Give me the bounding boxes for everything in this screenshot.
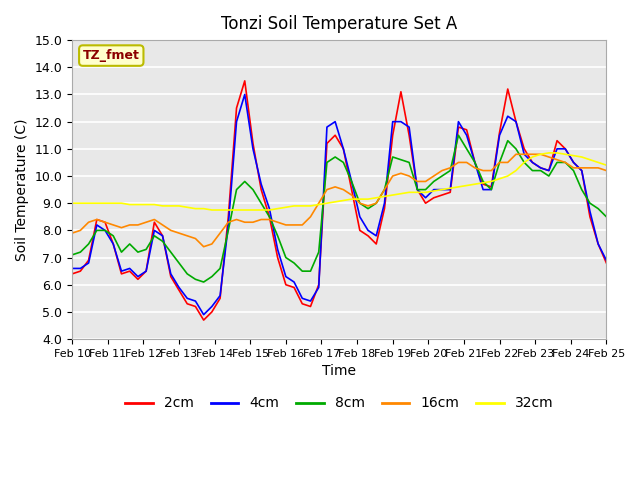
32cm	[208, 207, 216, 213]
Text: TZ_fmet: TZ_fmet	[83, 49, 140, 62]
32cm	[109, 200, 117, 206]
Line: 8cm: 8cm	[72, 135, 606, 282]
Line: 2cm: 2cm	[72, 81, 606, 320]
8cm	[241, 179, 248, 184]
4cm	[315, 285, 323, 290]
2cm	[200, 317, 207, 323]
Line: 4cm: 4cm	[72, 95, 606, 315]
8cm	[315, 249, 323, 255]
4cm	[68, 265, 76, 271]
Line: 32cm: 32cm	[72, 153, 606, 210]
4cm	[323, 124, 331, 130]
2cm	[68, 271, 76, 277]
4cm	[504, 113, 511, 119]
4cm	[208, 304, 216, 310]
8cm	[602, 214, 610, 220]
16cm	[241, 219, 248, 225]
8cm	[68, 252, 76, 258]
16cm	[208, 241, 216, 247]
8cm	[454, 132, 462, 138]
32cm	[545, 150, 553, 156]
32cm	[315, 202, 323, 207]
2cm	[208, 309, 216, 315]
32cm	[602, 162, 610, 168]
16cm	[512, 151, 520, 157]
4cm	[109, 241, 117, 247]
8cm	[307, 268, 314, 274]
16cm	[109, 222, 117, 228]
X-axis label: Time: Time	[323, 364, 356, 378]
16cm	[307, 214, 314, 220]
32cm	[68, 200, 76, 206]
2cm	[323, 141, 331, 146]
16cm	[496, 159, 504, 165]
32cm	[200, 206, 207, 212]
32cm	[241, 207, 248, 213]
Y-axis label: Soil Temperature (C): Soil Temperature (C)	[15, 119, 29, 261]
Line: 16cm: 16cm	[72, 154, 606, 247]
4cm	[241, 92, 248, 97]
16cm	[315, 200, 323, 206]
2cm	[504, 86, 511, 92]
16cm	[68, 230, 76, 236]
16cm	[200, 244, 207, 250]
4cm	[249, 146, 257, 152]
8cm	[208, 274, 216, 279]
2cm	[109, 241, 117, 247]
8cm	[109, 233, 117, 239]
4cm	[602, 257, 610, 263]
8cm	[504, 138, 511, 144]
32cm	[307, 203, 314, 209]
2cm	[315, 282, 323, 288]
4cm	[200, 312, 207, 318]
2cm	[602, 260, 610, 266]
16cm	[602, 168, 610, 173]
8cm	[200, 279, 207, 285]
2cm	[249, 141, 257, 146]
2cm	[241, 78, 248, 84]
Title: Tonzi Soil Temperature Set A: Tonzi Soil Temperature Set A	[221, 15, 458, 33]
32cm	[496, 176, 504, 181]
Legend: 2cm, 4cm, 8cm, 16cm, 32cm: 2cm, 4cm, 8cm, 16cm, 32cm	[120, 391, 559, 416]
